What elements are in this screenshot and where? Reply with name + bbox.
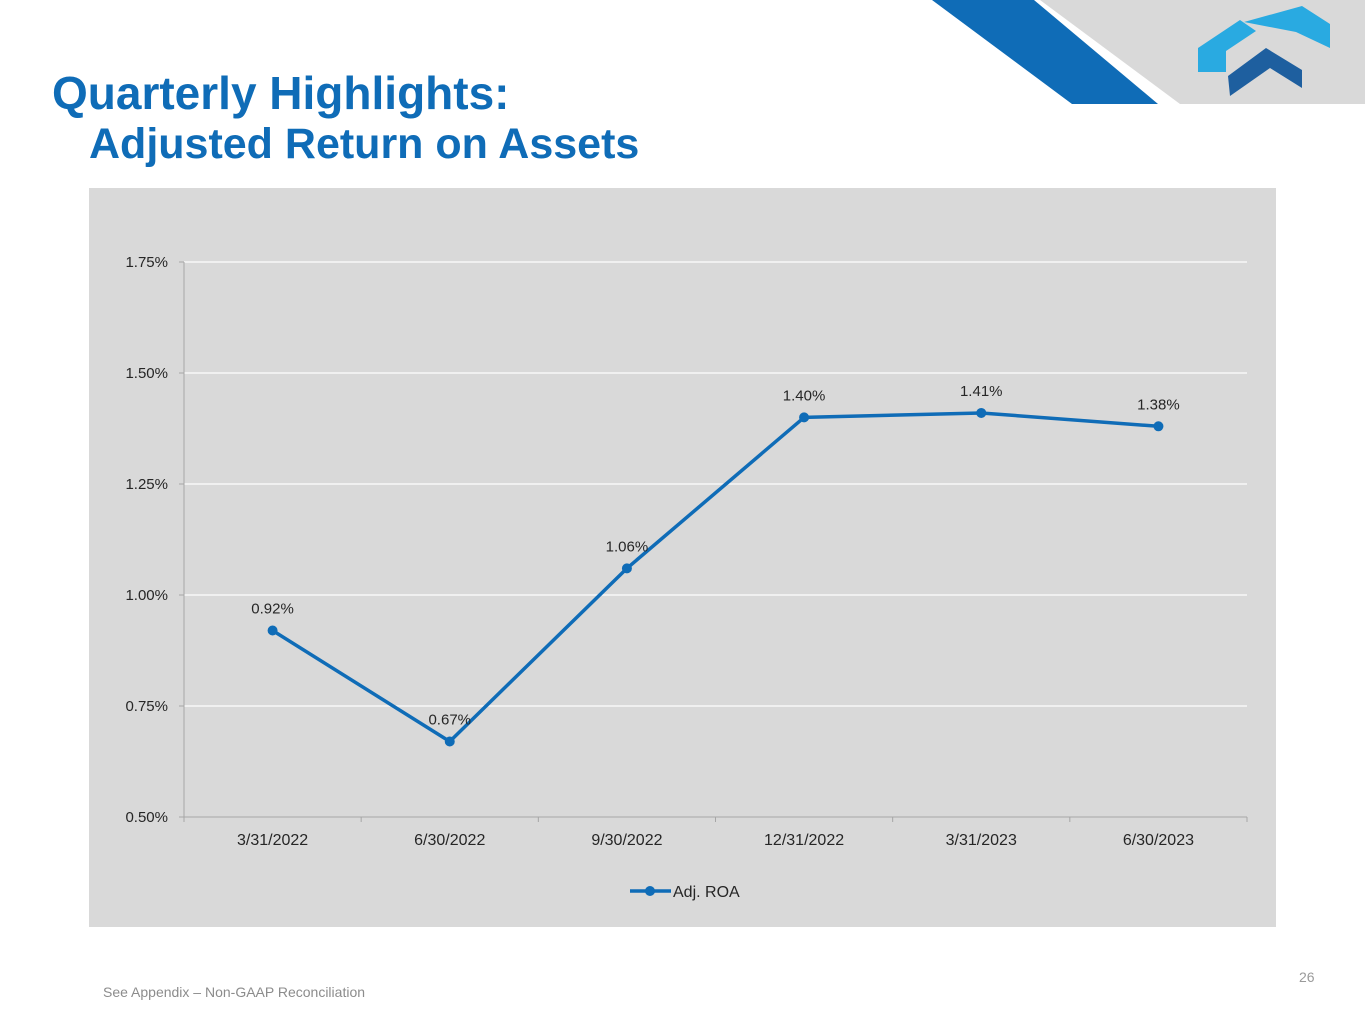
y-tick-label: 1.75%: [125, 254, 168, 271]
data-label: 0.67%: [428, 712, 471, 729]
data-label: 0.92%: [251, 601, 294, 618]
y-tick-label: 0.75%: [125, 698, 168, 715]
series-line-adj-roa: [271, 411, 1159, 744]
corner-decoration: [932, 0, 1365, 104]
x-tick-label: 12/31/2022: [764, 832, 844, 849]
data-label: 1.41%: [960, 383, 1003, 400]
chart-panel: 0.50% 0.75% 1.00% 1.25% 1.50% 1.75% 3/31/2022 6…: [89, 188, 1276, 927]
data-point: [976, 407, 987, 418]
slide-subtitle: Adjusted Return on Assets: [89, 120, 640, 168]
x-tick-label: 9/30/2022: [591, 832, 662, 849]
roa-line-chart: 0.50% 0.75% 1.00% 1.25% 1.50% 1.75% 3/31/2022 6…: [125, 254, 1248, 901]
data-label: 1.38%: [1137, 396, 1180, 413]
data-point: [444, 736, 455, 747]
legend-label: Adj. ROA: [673, 884, 740, 901]
data-label: 1.06%: [606, 538, 649, 555]
page-number: 26: [1299, 969, 1315, 985]
x-tick-label: 3/31/2022: [237, 832, 308, 849]
company-logo-icon: [1198, 6, 1330, 96]
x-tick-label: 3/31/2023: [946, 832, 1017, 849]
y-tick-label: 1.50%: [125, 365, 168, 382]
y-tick-label: 1.00%: [125, 587, 168, 604]
blue-stripe: [932, 0, 1158, 104]
slide-title: Quarterly Highlights:: [52, 67, 510, 119]
y-tick-label: 1.25%: [125, 476, 168, 493]
data-point: [1153, 421, 1164, 432]
legend-point-marker: [645, 886, 655, 896]
x-tick-label: 6/30/2022: [414, 832, 485, 849]
data-label: 1.40%: [783, 387, 826, 404]
data-point: [799, 412, 810, 423]
footnote: See Appendix – Non-GAAP Reconciliation: [103, 984, 366, 1000]
data-point: [621, 563, 632, 574]
data-point: [267, 625, 278, 636]
x-tick-label: 6/30/2023: [1123, 832, 1194, 849]
y-tick-label: 0.50%: [125, 809, 168, 826]
